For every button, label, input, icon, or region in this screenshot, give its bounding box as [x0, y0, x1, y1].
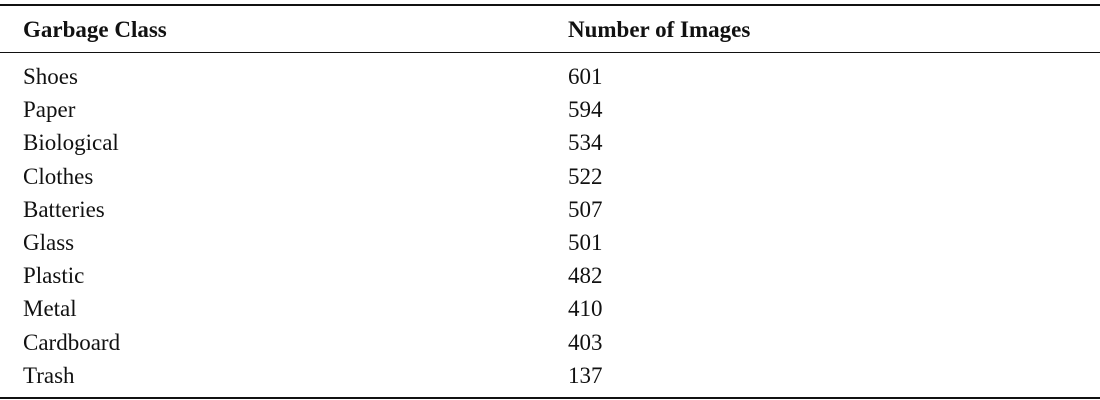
- class-name-cell: Trash: [23, 362, 75, 388]
- image-count-cell: 501: [568, 230, 603, 255]
- class-name-cell: Metal: [23, 296, 77, 322]
- class-name-cell: Plastic: [23, 263, 85, 289]
- class-name-cell: Paper: [23, 97, 76, 123]
- image-count-cell: 522: [568, 163, 603, 189]
- bottom-rule: [0, 397, 1100, 399]
- header-garbage-class: Garbage Class: [23, 17, 167, 42]
- class-name-cell: Shoes: [23, 64, 78, 89]
- class-name-cell: Clothes: [23, 163, 94, 189]
- image-count-cell: 534: [568, 130, 603, 156]
- image-count-cell: 594: [568, 97, 603, 123]
- image-count-cell: 507: [568, 196, 603, 222]
- image-count-cell: 601: [568, 64, 603, 89]
- image-count-cell: 410: [568, 296, 603, 322]
- image-count-cell: 403: [568, 329, 603, 355]
- image-count-cell: 482: [568, 263, 603, 289]
- image-count-cell: 137: [568, 362, 603, 388]
- header-number-of-images: Number of Images: [568, 17, 751, 42]
- class-name-cell: Batteries: [23, 196, 105, 222]
- top-rule: [0, 4, 1100, 6]
- class-name-cell: Biological: [23, 130, 119, 156]
- class-name-cell: Glass: [23, 230, 75, 255]
- class-name-cell: Cardboard: [23, 329, 121, 355]
- header-rule: [0, 52, 1100, 53]
